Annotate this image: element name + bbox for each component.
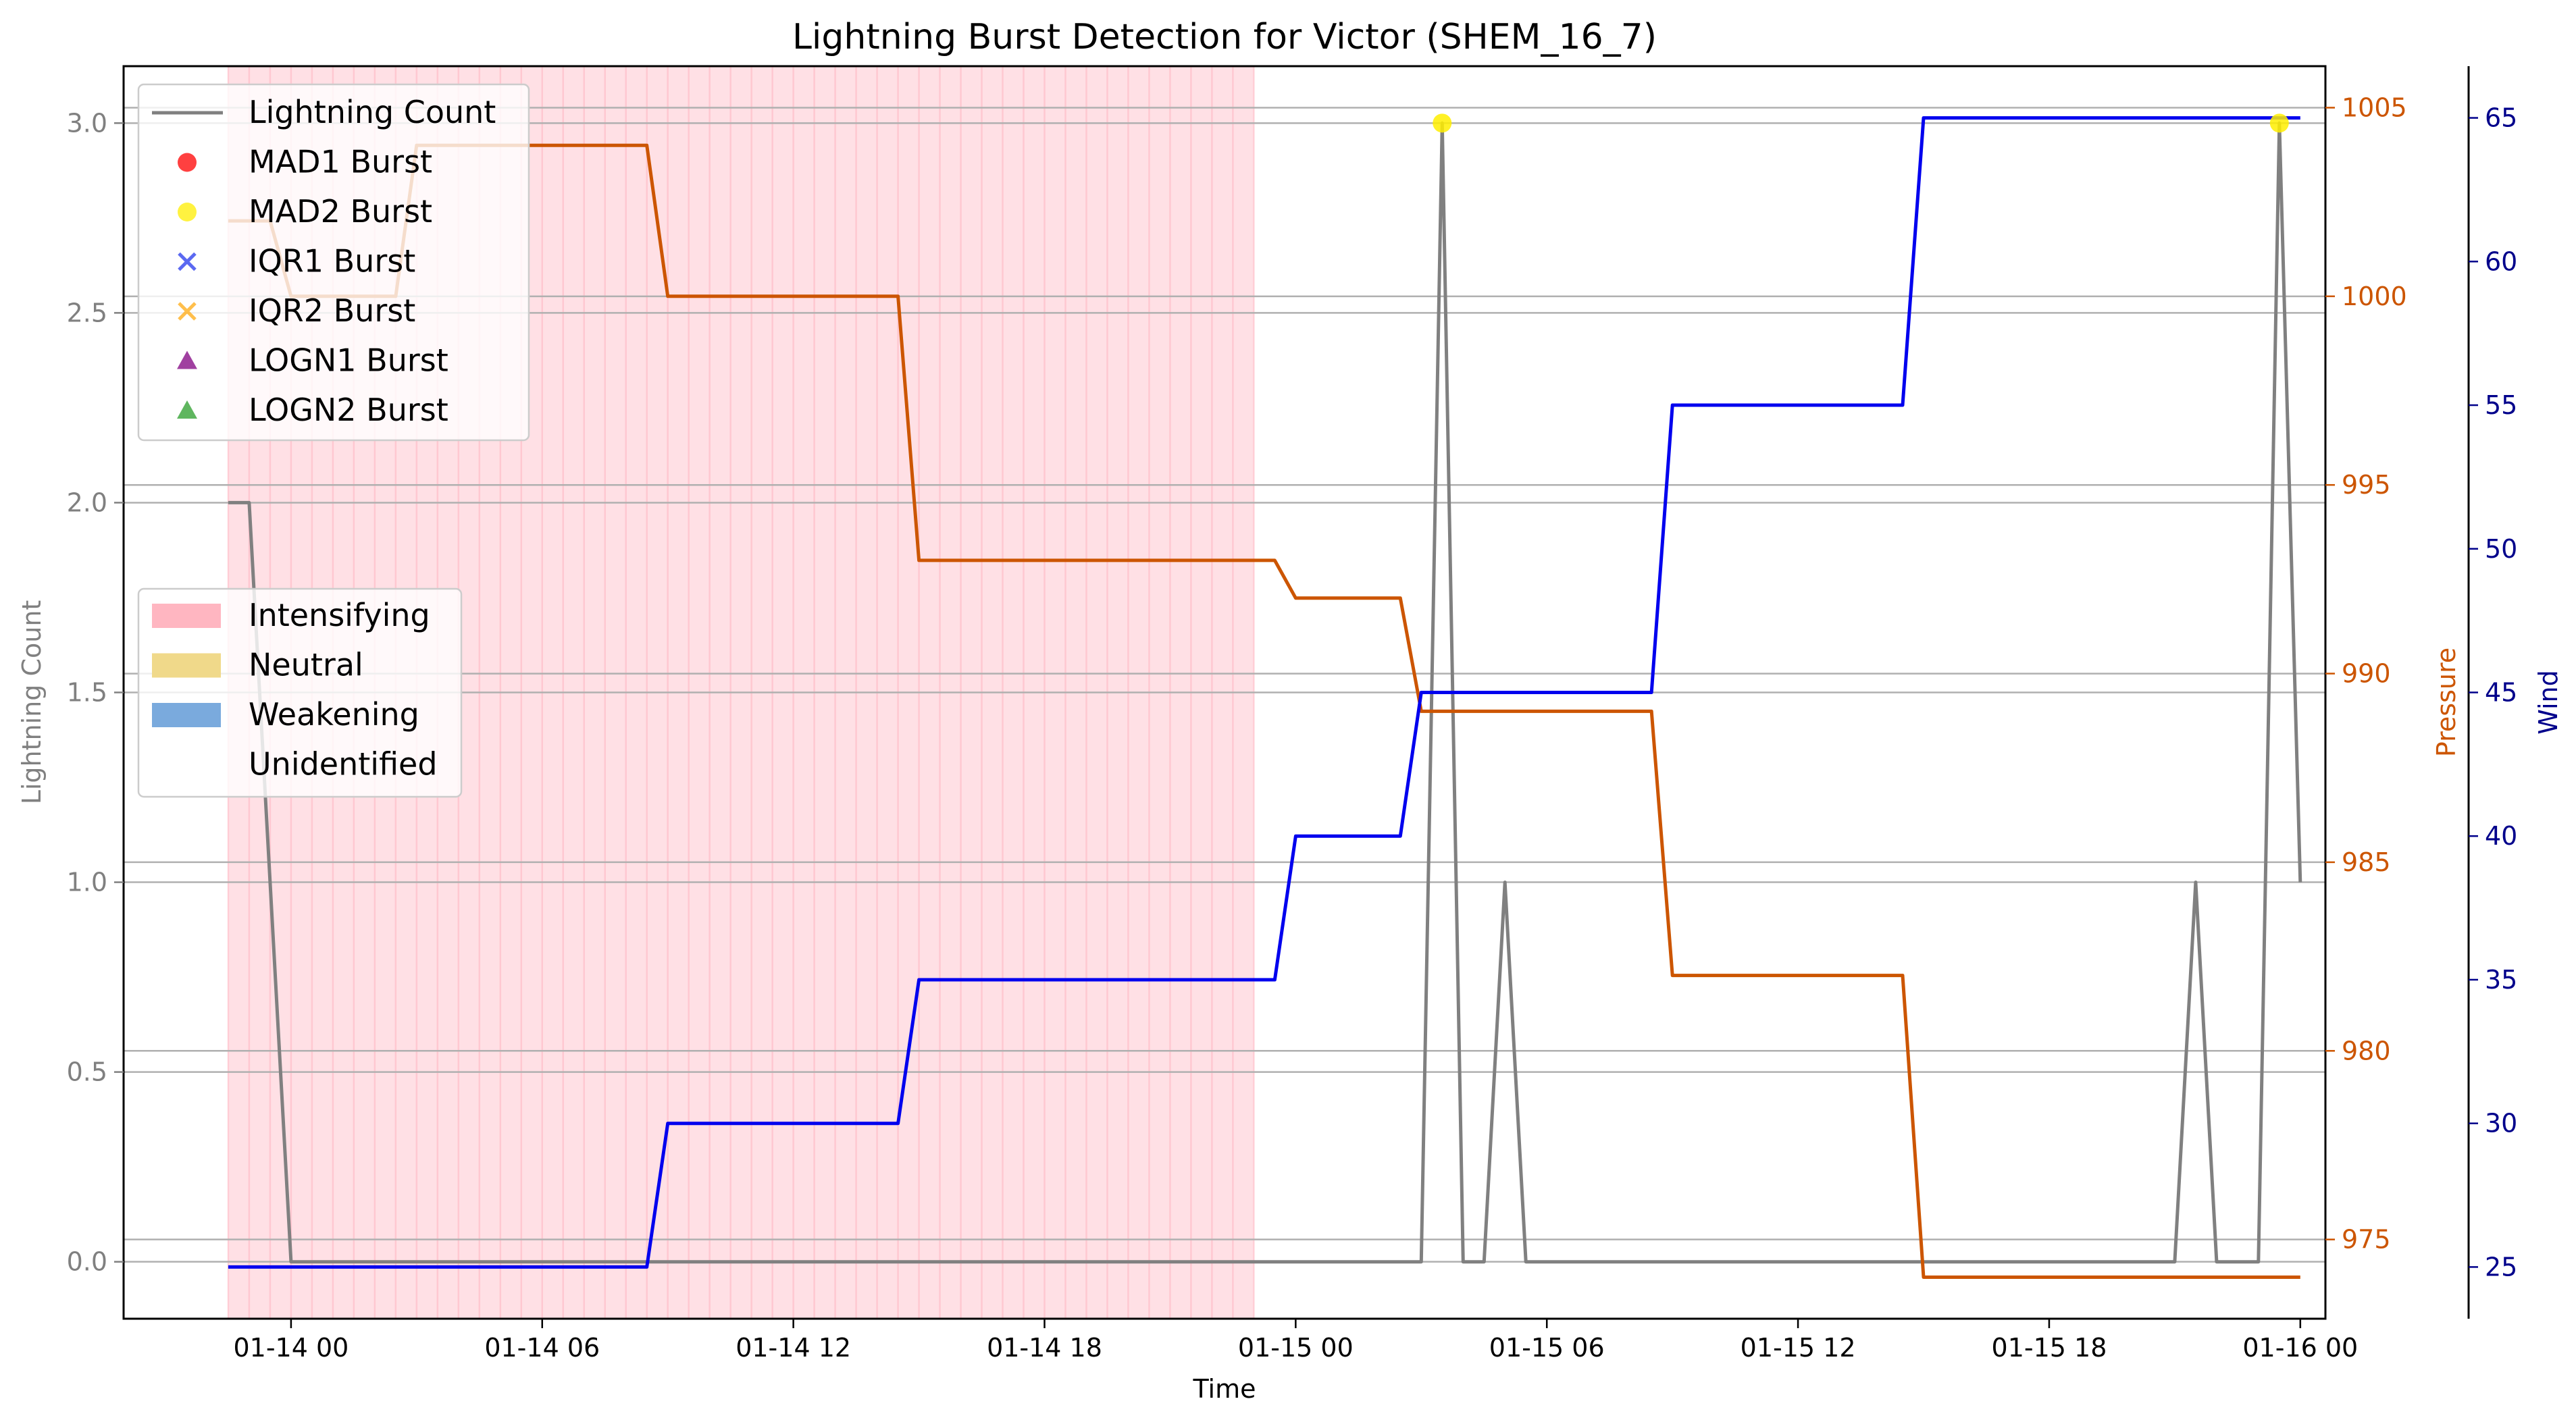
y-pressure-tick-label: 995 [2342, 470, 2391, 500]
y-left-tick-label: 2.0 [67, 488, 107, 517]
legend-phases-box [137, 587, 463, 798]
legend-marker-label: LOGN2 Burst [249, 392, 448, 428]
legend-phase-label: Weakening [249, 696, 419, 733]
x-tick-label: 01-16 00 [2242, 1333, 2358, 1363]
wind-line [228, 116, 2300, 1269]
y-pressure-tick-label: 990 [2342, 659, 2391, 689]
y-left-tick-label: 0.0 [67, 1247, 107, 1277]
x-tick-label: 01-15 12 [1741, 1333, 1856, 1363]
y-pressure-tick-label: 1000 [2342, 282, 2407, 311]
legend-triangle-marker [177, 400, 197, 419]
legend-phase-label: Unidentified [249, 746, 438, 783]
y-wind-tick-label: 55 [2485, 390, 2517, 420]
y-left-tick-label: 1.5 [67, 678, 107, 708]
y-left-tick-label: 0.5 [67, 1057, 107, 1087]
x-tick-label: 01-15 18 [1992, 1333, 2107, 1363]
legend-marker-label: MAD2 Burst [249, 193, 432, 230]
y-wind-tick-label: 45 [2485, 678, 2517, 708]
burst-markers [1433, 113, 2289, 133]
legend-phase-swatch [152, 653, 221, 678]
legend-marker-label: LOGN1 Burst [249, 342, 448, 379]
legend-triangle-marker [177, 350, 197, 369]
mad2-burst-marker [2269, 113, 2289, 133]
mad2-burst-marker [1433, 113, 1452, 133]
legend-circle-marker [178, 153, 197, 172]
legend-x-marker [178, 252, 197, 271]
legend-marker-label: MAD1 Burst [249, 144, 432, 180]
y-wind-tick-label: 25 [2485, 1252, 2517, 1282]
x-tick-label: 01-14 18 [987, 1333, 1102, 1363]
legend-phases: Intensifying Neutral Weakening Unidentified [137, 587, 463, 798]
y-left-tick-label: 1.0 [67, 868, 107, 897]
x-tick-label: 01-15 00 [1238, 1333, 1354, 1363]
y-left-tick-label: 3.0 [67, 108, 107, 138]
y-wind-tick-label: 65 [2485, 103, 2517, 133]
legend-marker-label: IQR2 Burst [249, 292, 415, 329]
legend-markers: Lightning Count MAD1 Burst MAD2 Burst IQR1 … [137, 83, 530, 442]
y-wind-tick-label: 30 [2485, 1109, 2517, 1138]
y-wind-tick-label: 40 [2485, 821, 2517, 851]
x-tick-label: 01-15 06 [1489, 1333, 1605, 1363]
legend-x-marker [178, 302, 197, 321]
legend-circle-marker [178, 203, 197, 221]
y-pressure-tick-label: 1005 [2342, 93, 2407, 122]
y-axis-label-wind: Wind [2533, 670, 2563, 735]
y-axis-label-pressure: Pressure [2431, 648, 2461, 757]
y-pressure-tick-label: 980 [2342, 1036, 2391, 1066]
legend-marker-label: IQR1 Burst [249, 243, 415, 280]
legend-phase-label: Intensifying [249, 597, 430, 633]
y-axis-label-left: Lightning Count [17, 600, 47, 805]
grid-lines [124, 107, 2325, 1263]
legend-markers-box [137, 83, 530, 442]
y-wind-tick-label: 60 [2485, 246, 2517, 276]
axes: 01-14 00 01-14 06 01-14 12 01-14 18 01-15 00… [67, 65, 2517, 1363]
legend-phase-swatch [152, 752, 221, 777]
x-axis-label: Time [1193, 1374, 1256, 1404]
lightning-count-line [228, 121, 2302, 1264]
x-tick-label: 01-14 00 [233, 1333, 349, 1363]
legend-marker-label: Lightning Count [249, 94, 496, 130]
y-wind-tick-label: 35 [2485, 965, 2517, 995]
y-left-tick-label: 2.5 [67, 298, 107, 327]
chart-title: Lightning Burst Detection for Victor (SH… [792, 17, 1657, 57]
y-wind-tick-label: 50 [2485, 534, 2517, 564]
x-tick-label: 01-14 06 [484, 1333, 600, 1363]
y-pressure-tick-label: 975 [2342, 1225, 2391, 1255]
legend-phase-label: Neutral [249, 647, 363, 683]
x-tick-label: 01-14 12 [736, 1333, 851, 1363]
y-pressure-tick-label: 985 [2342, 847, 2391, 877]
legend-phase-swatch [152, 703, 221, 727]
legend-phase-swatch [152, 604, 221, 628]
